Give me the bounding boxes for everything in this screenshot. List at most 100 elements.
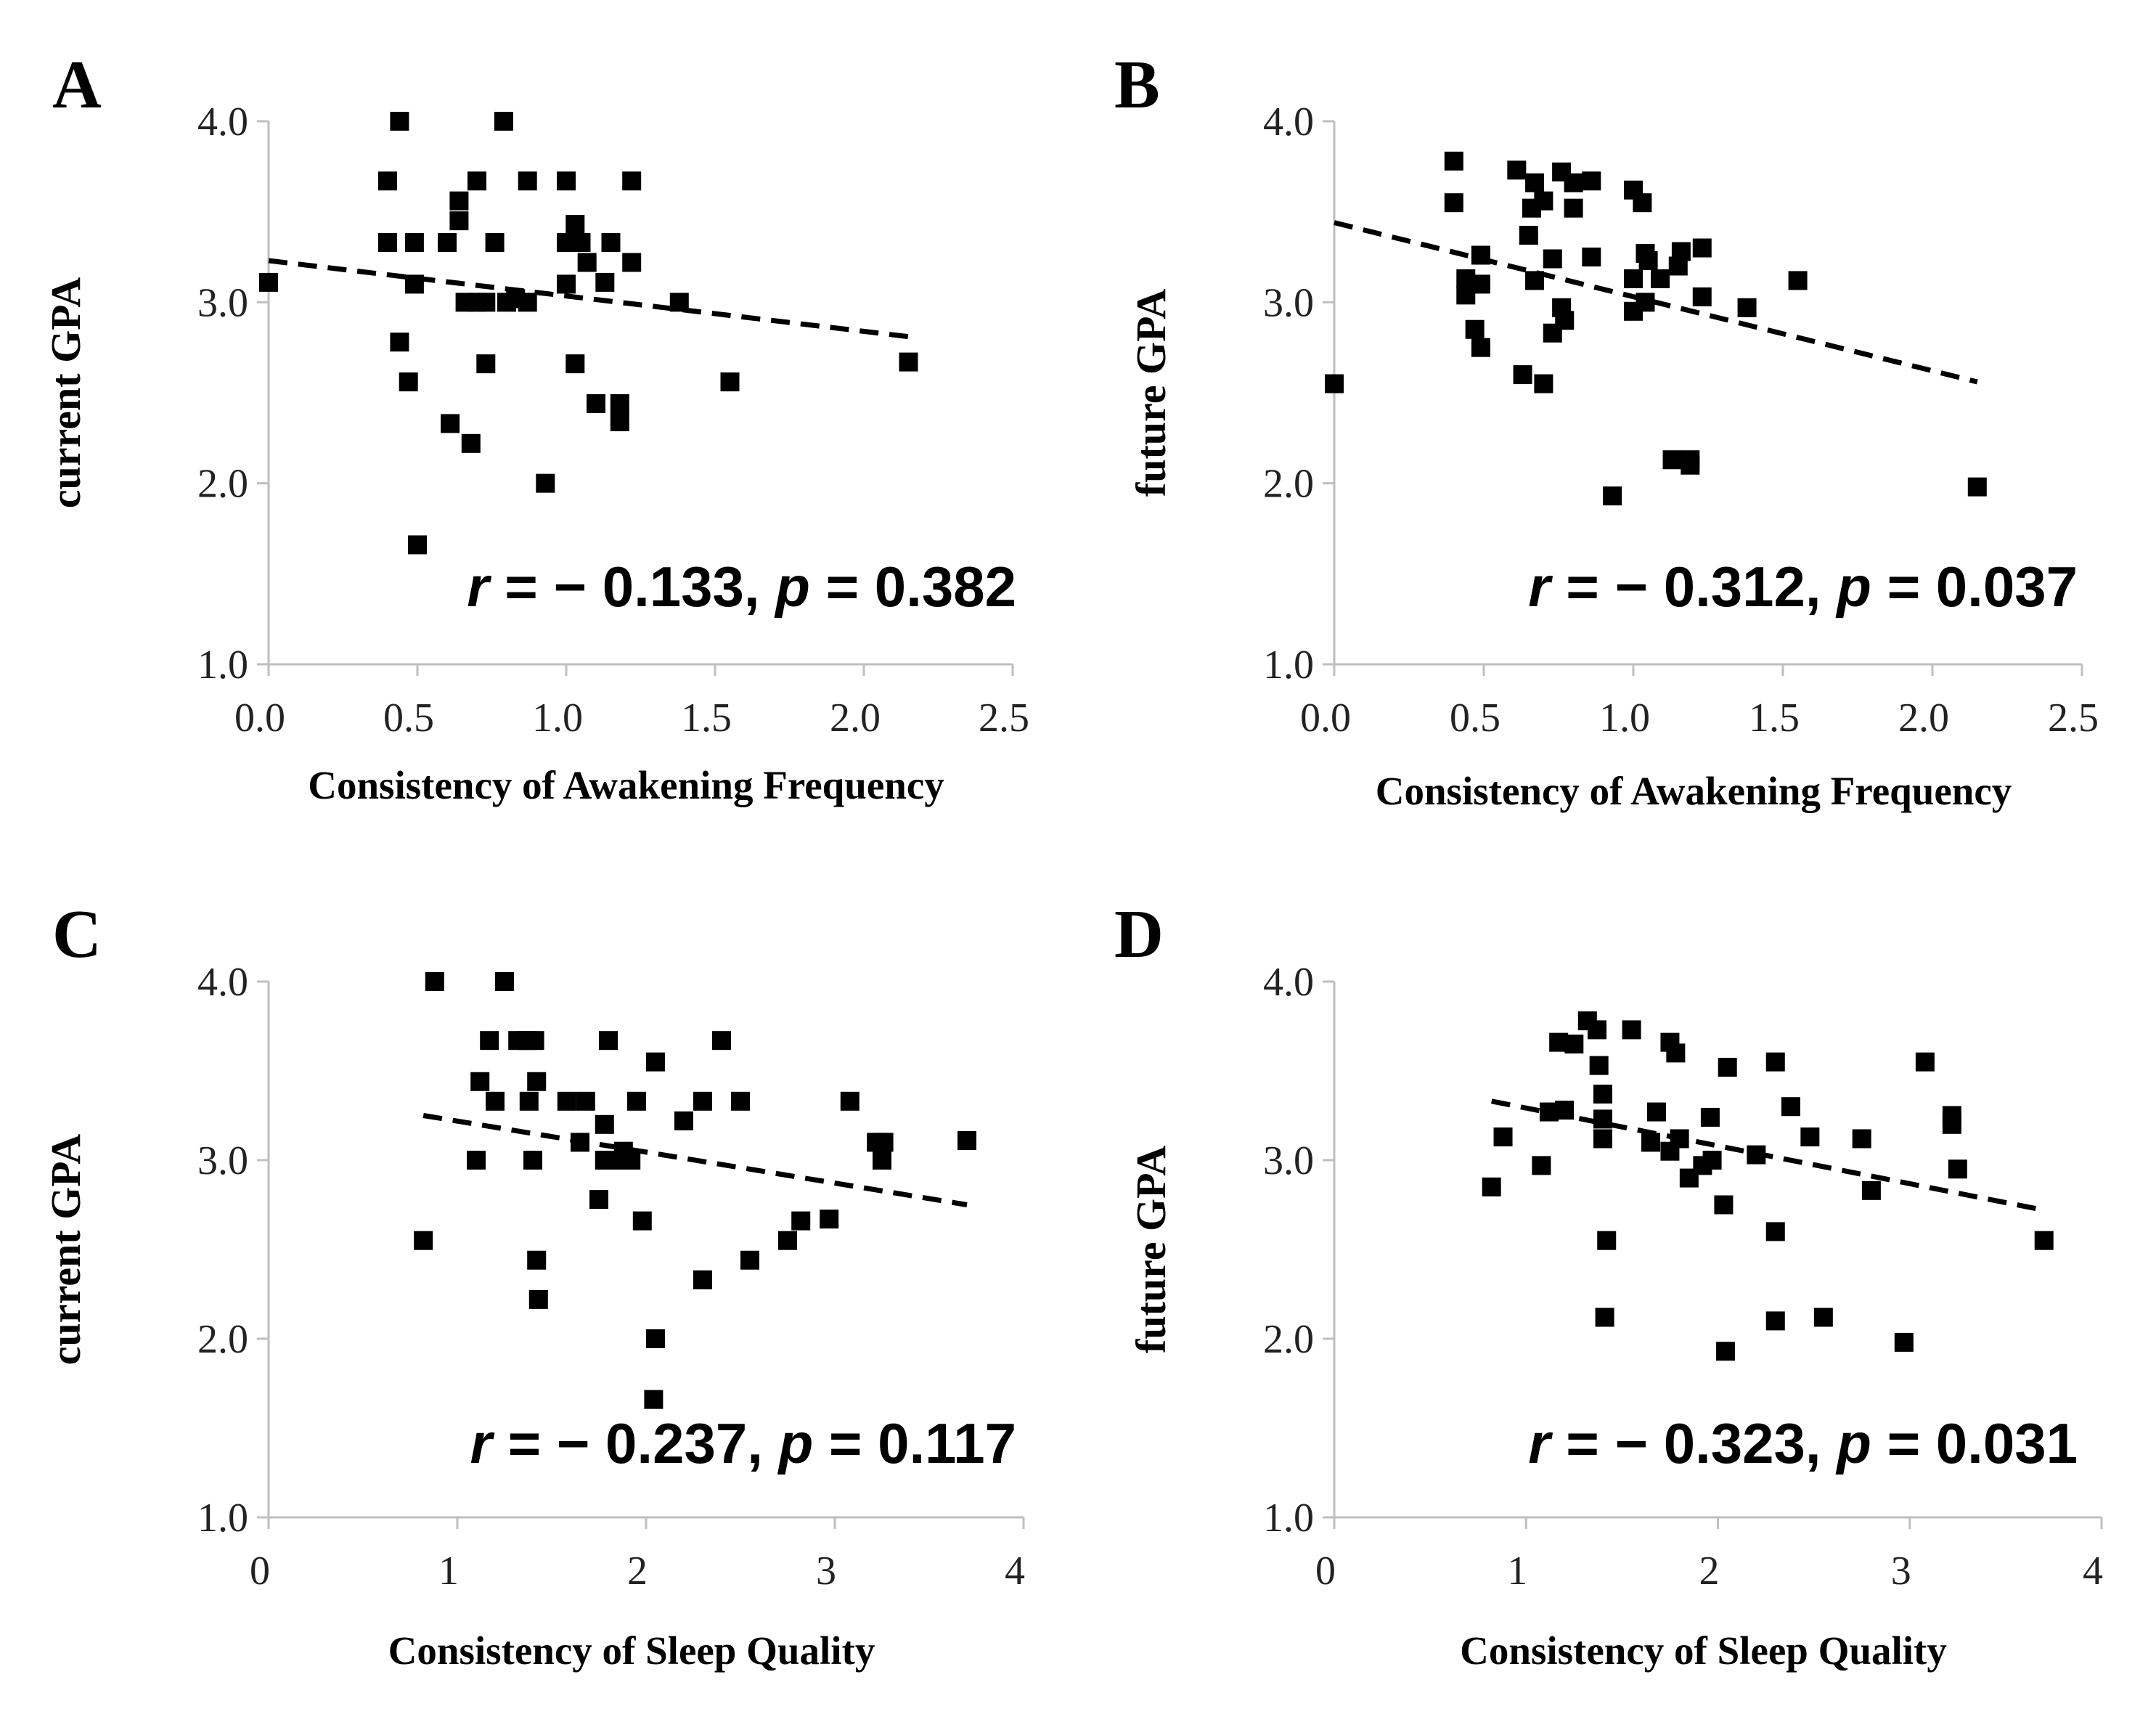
panel-c-data-point xyxy=(523,1151,542,1170)
panel-c-data-point xyxy=(467,1151,486,1170)
panel-d-data-point xyxy=(1641,1133,1661,1152)
panel-c-data-point xyxy=(425,972,444,991)
panel-d-data-point xyxy=(1765,1222,1785,1241)
panel-a-data-point xyxy=(378,171,397,191)
panel-b-data-point xyxy=(1471,338,1490,357)
panel-b-data-point xyxy=(1638,250,1658,270)
panel-a-x-axis-label: Consistency of Awakening Frequency xyxy=(308,763,944,807)
panel-b-scatter-plot: B 1.0 2.0 3.0 4.0 0.0 0.5 1.0 1.5 2.0 2.5 Consisten… xyxy=(1114,47,2099,813)
panel-b-x-axis-label: Consistency of Awakening Frequency xyxy=(1376,769,2012,813)
panel-a-data-point xyxy=(518,293,537,312)
panel-b-data-point xyxy=(1624,269,1643,288)
panel-c-data-point xyxy=(791,1211,811,1231)
panel-c-stat-symbol: r xyxy=(470,1411,495,1475)
panel-c-data-point xyxy=(646,1052,665,1072)
panel-a-x-tick-label: 0.0 xyxy=(234,696,285,741)
panel-c-x-axis-label: Consistency of Sleep Quality xyxy=(388,1628,875,1673)
panel-d-data-point xyxy=(1493,1127,1513,1147)
panel-a-stat-value: = 0.382 xyxy=(810,555,1016,619)
panel-c-data-point xyxy=(873,1151,891,1170)
panel-a-data-point xyxy=(587,393,605,413)
panel-a-data-point xyxy=(476,293,496,312)
panel-d-y-tick-label: 2.0 xyxy=(1263,1317,1314,1362)
panel-a-data-point xyxy=(438,233,457,253)
panel-a-data-point xyxy=(565,354,585,374)
panel-d-data-point xyxy=(1915,1052,1935,1072)
panel-b-correlation-annotation: r = − 0.312, p = 0.037 xyxy=(1528,555,2078,619)
panel-c-x-tick-label: 4 xyxy=(1005,1549,1025,1594)
panel-a-data-point xyxy=(595,272,615,292)
panel-c-data-point xyxy=(519,1091,539,1111)
panel-d-data-point xyxy=(1482,1177,1501,1196)
panel-b-stat-value: = 0.037 xyxy=(1871,555,2078,619)
panel-d-data-point xyxy=(2034,1231,2054,1250)
panel-b-data-point xyxy=(1465,319,1485,339)
panel-d-x-tick-label: 4 xyxy=(2083,1549,2103,1594)
panel-c-trend-line xyxy=(422,1113,968,1207)
panel-d-data-point xyxy=(1595,1308,1614,1327)
panel-c-y-tick-label: 3.0 xyxy=(197,1138,248,1183)
panel-a-data-point xyxy=(720,372,740,392)
panel-d-x-tick-label: 3 xyxy=(1891,1549,1911,1594)
panel-b-x-tick-label: 2.5 xyxy=(2048,696,2099,741)
panel-c-data-point xyxy=(874,1133,894,1152)
panel-b-data-point xyxy=(1662,450,1682,470)
panel-d-correlation-annotation: r = − 0.323, p = 0.031 xyxy=(1528,1411,2078,1475)
panel-d-data-point xyxy=(1781,1097,1800,1117)
panel-c-y-tick-label: 1.0 xyxy=(197,1496,248,1541)
panel-c-data-point xyxy=(599,1031,618,1051)
panel-c-stat-value: = − 0.237, xyxy=(492,1411,779,1475)
panel-c-y-tick-label: 2.0 xyxy=(197,1317,248,1362)
panel-a-data-point xyxy=(378,233,397,253)
panel-a-data-point xyxy=(408,535,427,555)
panel-b-y-axis-label: future GPA xyxy=(1127,289,1175,497)
panel-c-data-point xyxy=(557,1091,576,1111)
panel-c-data-point xyxy=(527,1250,547,1270)
panel-b-data-point xyxy=(1325,374,1344,393)
panel-b-x-tick-label: 0.0 xyxy=(1300,696,1351,741)
panel-d-data-point xyxy=(1666,1043,1686,1063)
panel-c-data-point xyxy=(527,1072,547,1091)
panel-d-stat-value: = 0.031 xyxy=(1871,1411,2078,1475)
panel-c-data-point xyxy=(621,1151,641,1170)
panel-a-data-point xyxy=(536,473,555,493)
panel-a-letter: A xyxy=(52,47,102,123)
panel-d-y-axis-label: future GPA xyxy=(1127,1146,1175,1353)
panel-c-data-point xyxy=(693,1270,712,1289)
panel-d-letter: D xyxy=(1114,897,1164,972)
panel-d-x-axis-label: Consistency of Sleep Quality xyxy=(1460,1628,1947,1673)
panel-b-data-point xyxy=(1564,198,1583,218)
panel-c-data-point xyxy=(525,1031,544,1051)
panel-b-data-point xyxy=(1582,248,1601,266)
panel-a-x-tick-label: 1.5 xyxy=(681,696,732,741)
panel-b-data-point xyxy=(1534,374,1553,393)
panel-a-data-point xyxy=(494,112,513,131)
panel-b-data-point xyxy=(1788,271,1808,290)
panel-b-data-point xyxy=(1633,193,1652,213)
panel-b-x-tick-label: 1.5 xyxy=(1749,696,1800,741)
panel-c-y-axis-label: current GPA xyxy=(42,1134,89,1365)
panel-a-y-tick-label: 4.0 xyxy=(197,99,248,144)
panel-d-data-point xyxy=(1813,1308,1833,1327)
panel-a-trend-line xyxy=(268,258,909,340)
panel-a-data-point xyxy=(899,352,918,372)
panel-d-stat-symbol: r xyxy=(1528,1411,1553,1475)
panel-c-x-tick-label: 3 xyxy=(816,1549,836,1594)
panel-d-data-point xyxy=(1646,1102,1666,1122)
panel-a-data-point xyxy=(557,171,576,191)
panel-d-data-point xyxy=(1716,1342,1736,1361)
panel-b-y-tick-label: 3.0 xyxy=(1263,280,1314,325)
panel-c-data-point xyxy=(840,1091,859,1111)
panel-a-data-point xyxy=(399,372,418,392)
panel-a-data-point xyxy=(476,354,496,374)
panel-a-y-tick-label: 1.0 xyxy=(197,643,248,688)
panel-c-data-point xyxy=(589,1190,608,1210)
panel-a-data-point xyxy=(461,433,481,453)
panel-c-data-point xyxy=(632,1211,652,1231)
panel-c-data-point xyxy=(820,1210,839,1229)
panel-b-data-point xyxy=(1513,365,1532,385)
panel-c-x-tick-label: 1 xyxy=(438,1549,459,1594)
panel-c-scatter-plot: C 1.0 2.0 3.0 4.0 0 1 2 3 4 Consistency of Sleep Q… xyxy=(42,897,1025,1673)
panel-c-stat-value: = 0.117 xyxy=(813,1411,1016,1475)
panel-b-x-tick-label: 2.0 xyxy=(1898,696,1949,741)
